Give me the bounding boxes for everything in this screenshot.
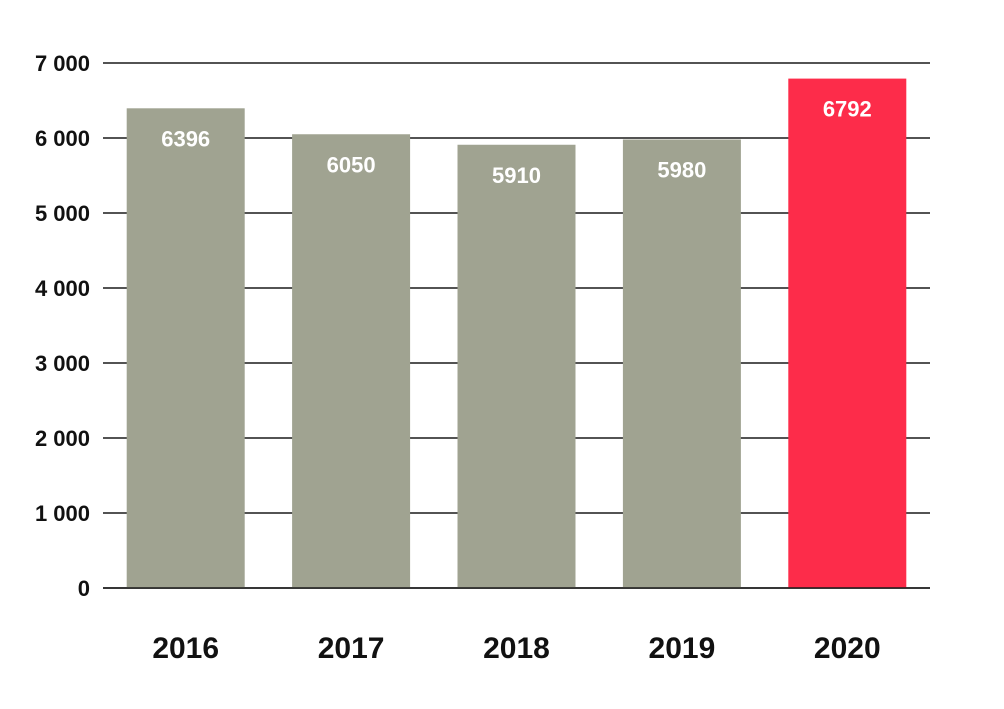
- x-tick-label-2018: 2018: [483, 632, 550, 665]
- bar-value-label-2016: 6396: [161, 126, 210, 151]
- y-tick-label-7000: 7 000: [35, 51, 90, 76]
- bar-value-label-2020: 6792: [823, 97, 872, 122]
- y-axis-tick-labels: 0 1 000 2 000 3 000 4 000 5 000 6 000 7 000: [35, 51, 90, 601]
- y-tick-label-6000: 6 000: [35, 126, 90, 151]
- bar-value-labels: 6396 6050 5910 5980 6792: [161, 97, 872, 188]
- bar-2016: [126, 108, 245, 589]
- x-axis-tick-labels: 2016 2017 2018 2019 2020: [152, 632, 880, 665]
- bars: [103, 78, 930, 589]
- bar-2020: [788, 78, 907, 588]
- bar-value-label-2018: 5910: [492, 163, 541, 188]
- y-tick-label-3000: 3 000: [35, 351, 90, 376]
- y-tick-label-0: 0: [78, 576, 90, 601]
- x-tick-label-2019: 2019: [649, 632, 716, 665]
- bar-value-label-2017: 6050: [327, 152, 376, 177]
- y-tick-label-2000: 2 000: [35, 426, 90, 451]
- bar-2018: [457, 144, 576, 588]
- bar-2017: [292, 134, 411, 588]
- bar-2019: [622, 139, 741, 588]
- x-tick-label-2020: 2020: [814, 632, 881, 665]
- y-tick-label-5000: 5 000: [35, 201, 90, 226]
- bar-value-label-2019: 5980: [657, 158, 706, 183]
- y-tick-label-4000: 4 000: [35, 276, 90, 301]
- x-tick-label-2016: 2016: [152, 632, 219, 665]
- x-tick-label-2017: 2017: [318, 632, 385, 665]
- y-tick-label-1000: 1 000: [35, 501, 90, 526]
